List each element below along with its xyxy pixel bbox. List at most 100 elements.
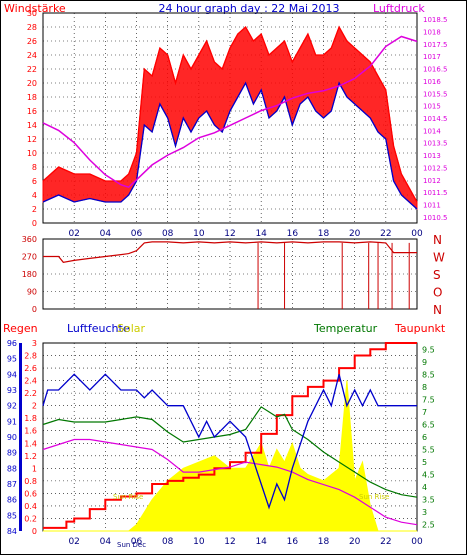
temperature-axis-label: 7.5 [422, 395, 435, 404]
temperature-axis-label: 9.5 [422, 345, 435, 354]
wind-axis-label: 14 [27, 121, 37, 130]
hour-tick-label: 22 [380, 537, 391, 547]
pressure-axis-label: 1018.5 [423, 16, 448, 24]
title: 24 hour graph day : 22 Mai 2013 [158, 2, 339, 15]
hour-tick-label: 08 [162, 537, 174, 547]
rain-axis-label: 1 [32, 464, 37, 473]
hour-tick-label: 02 [68, 229, 79, 239]
wind-avg-line [42, 81, 418, 210]
compass-label: O [433, 286, 442, 300]
hour-tick-label: 20 [349, 229, 361, 239]
temperature-axis-label: 7 [422, 408, 427, 417]
hour-tick-label: 10 [193, 229, 205, 239]
wind-axis-label: 22 [27, 65, 37, 74]
wind-axis-label: 4 [32, 191, 37, 200]
temperature-axis-label: 3 [422, 508, 427, 517]
rain-axis-label: 1.2 [24, 452, 37, 461]
direction-axis-label: 360 [22, 235, 37, 244]
temperature-axis-label: 8.5 [422, 370, 435, 379]
temperature-label: Temperatur [313, 322, 378, 335]
hour-tick-label: 00 [411, 537, 423, 547]
pressure-axis-label: 1017.5 [423, 41, 448, 49]
pressure-line [42, 35, 418, 189]
hour-tick-label: 14 [255, 537, 267, 547]
sunrise-annotation: Sun Rise [113, 493, 143, 501]
humidity-axis-label: 87 [7, 480, 17, 489]
hour-tick-label: 04 [100, 229, 112, 239]
sundec-annotation: Sun Dec [117, 541, 146, 549]
pressure-axis-label: 1018 [423, 29, 441, 37]
wind-direction-line [43, 241, 417, 263]
rain-axis-label: 0.4 [24, 502, 37, 511]
wind-axis-label: 26 [27, 37, 37, 46]
humidity-axis-label: 93 [7, 386, 17, 395]
temperature-axis-label: 4.5 [422, 471, 435, 480]
rain-axis-label: 1.6 [24, 427, 37, 436]
wind-axis-label: 12 [27, 135, 37, 144]
pressure-axis-label: 1013 [423, 152, 441, 160]
wind-axis-label: 8 [32, 163, 37, 172]
humidity-axis-label: 89 [7, 449, 17, 458]
solar-area [43, 380, 417, 532]
pressure-axis-label: 1013.5 [423, 140, 448, 148]
rain-axis-label: 1.4 [24, 439, 37, 448]
rain-axis-label: 0.2 [24, 514, 37, 523]
hour-tick-label: 10 [193, 537, 205, 547]
hour-tick-label: 08 [162, 229, 174, 239]
hour-tick-label: 04 [100, 537, 112, 547]
wind-axis-label: 0 [32, 219, 37, 228]
pressure-axis-label: 1011 [423, 201, 441, 209]
wind-axis-label: 2 [32, 205, 37, 214]
direction-axis-label: 270 [22, 253, 37, 262]
rain-axis-label: 0 [32, 527, 37, 536]
wind-axis-label: 10 [27, 149, 37, 158]
hour-tick-label: 18 [318, 537, 330, 547]
pressure-axis-label: 1012 [423, 177, 441, 185]
temperature-axis-label: 9 [422, 358, 427, 367]
temperature-axis-label: 2.5 [422, 521, 435, 530]
humidity-label: Luftfeuchte [67, 322, 130, 335]
rain-axis-label: 2.4 [24, 377, 37, 386]
humidity-axis-label: 96 [7, 339, 17, 348]
pressure-axis-label: 1010.5 [423, 214, 448, 222]
temperature-line [42, 406, 418, 498]
hour-tick-label: 18 [318, 229, 330, 239]
wind-axis-label: 18 [27, 93, 37, 102]
temperature-axis-label: 6 [422, 433, 427, 442]
hour-tick-label: 20 [349, 537, 361, 547]
humidity-axis-bar [19, 343, 22, 531]
compass-label: N [433, 233, 442, 247]
wind-axis-label: 24 [27, 51, 37, 60]
hour-tick-label: 12 [224, 229, 235, 239]
pressure-axis-label: 1015 [423, 103, 441, 111]
dewpoint-label: Taupunkt [394, 322, 446, 335]
hour-tick-label: 00 [411, 229, 423, 239]
pressure-axis-label: 1014.5 [423, 115, 448, 123]
pressure-axis-label: 1012.5 [423, 164, 448, 172]
humidity-axis-label: 86 [7, 496, 17, 505]
temperature-axis-label: 6.5 [422, 420, 435, 429]
pressure-axis-label: 1015.5 [423, 90, 448, 98]
direction-axis-label: 180 [22, 270, 37, 279]
rain-axis-label: 2.2 [24, 389, 37, 398]
rain-axis-label: 3 [32, 339, 37, 348]
pressure-label: Luftdruck [373, 2, 425, 15]
temperature-axis-label: 5 [422, 458, 427, 467]
hour-tick-label: 22 [380, 229, 391, 239]
humidity-axis-label: 85 [7, 511, 17, 520]
temperature-axis-label: 5.5 [422, 446, 435, 455]
direction-axis-label: 0 [32, 305, 37, 314]
pressure-axis-label: 1017 [423, 53, 441, 61]
humidity-line [42, 373, 417, 510]
temperature-axis-label: 3.5 [422, 496, 435, 505]
humidity-axis-label: 88 [7, 464, 17, 473]
humidity-axis-label: 92 [7, 402, 17, 411]
pressure-axis-label: 1014 [423, 127, 441, 135]
rain-axis-label: 2.8 [24, 352, 37, 361]
temperature-axis-label: 4 [422, 483, 427, 492]
compass-label: W [433, 251, 445, 265]
hour-tick-label: 16 [287, 537, 299, 547]
sunrise-annotation: Sun Rise [359, 493, 389, 501]
wind-axis-label: 20 [27, 79, 37, 88]
